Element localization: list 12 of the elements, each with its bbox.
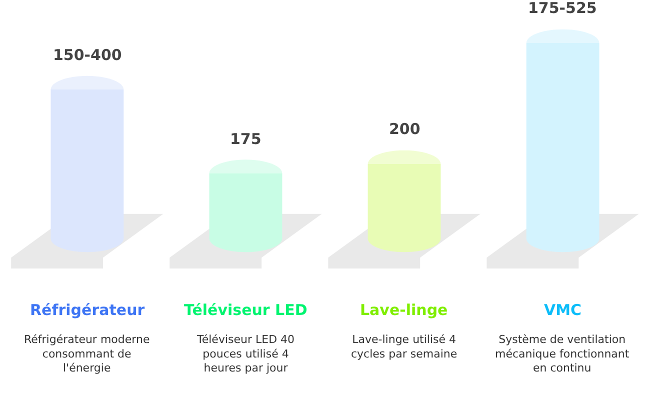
x-tick-label: VMC — [544, 301, 582, 319]
text: Système de ventilation mécanique fonctionnant en continu — [495, 333, 630, 375]
data-label: 175-525 — [528, 0, 597, 17]
text: Lave-linge utilisé 4 cycles par semaine — [351, 333, 458, 360]
x-tick-label: Téléviseur LED — [184, 301, 308, 319]
text: Téléviseur LED 40 pouces utilisé 4 heures par jour — [196, 333, 295, 375]
text: Réfrigérateur moderne consommant de l'énergie — [24, 333, 150, 375]
data-label: 200 — [389, 120, 420, 138]
data-label: 175 — [230, 130, 262, 148]
data-label: 150-400 — [53, 46, 122, 64]
x-tick-label: Lave-linge — [360, 301, 448, 319]
x-tick-label: Réfrigérateur — [30, 301, 146, 319]
